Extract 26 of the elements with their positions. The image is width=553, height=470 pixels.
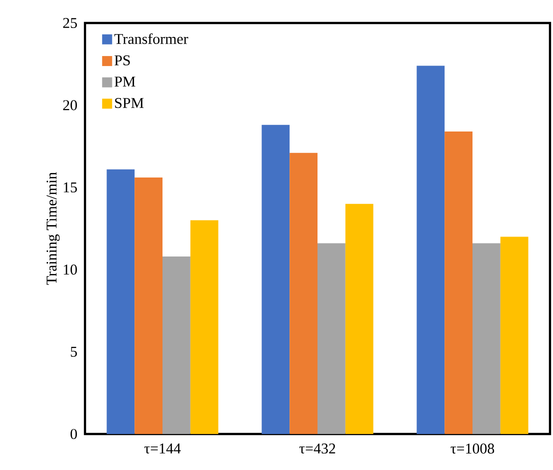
legend-label: SPM: [115, 98, 144, 108]
y-tick-label: 10: [64, 264, 77, 275]
y-tick-label: 0: [70, 428, 77, 440]
y-tick-label: 15: [64, 182, 77, 192]
x-tick-label: τ=432: [299, 444, 336, 454]
bar: [190, 220, 218, 434]
bar: [500, 236, 528, 434]
bar: [134, 178, 162, 434]
bar: [106, 169, 135, 434]
legend-label: Transformer: [114, 33, 188, 44]
bar: [162, 256, 190, 434]
y-axis-title: Training Time/min: [46, 172, 60, 285]
bar: [472, 243, 500, 434]
y-tick-label: 5: [70, 346, 77, 357]
legend-label: PM: [114, 76, 136, 87]
bar: [318, 243, 346, 434]
bar: [345, 204, 374, 434]
bar: [444, 132, 472, 434]
bar: [262, 124, 290, 434]
x-tick-label: τ=144: [144, 444, 181, 454]
y-tick-label: 20: [63, 100, 77, 110]
bar: [290, 152, 318, 434]
legend-label: PS: [114, 55, 130, 66]
x-tick-label: τ=1008: [450, 444, 494, 454]
y-tick-label: 25: [63, 18, 77, 28]
bar: [416, 66, 445, 434]
